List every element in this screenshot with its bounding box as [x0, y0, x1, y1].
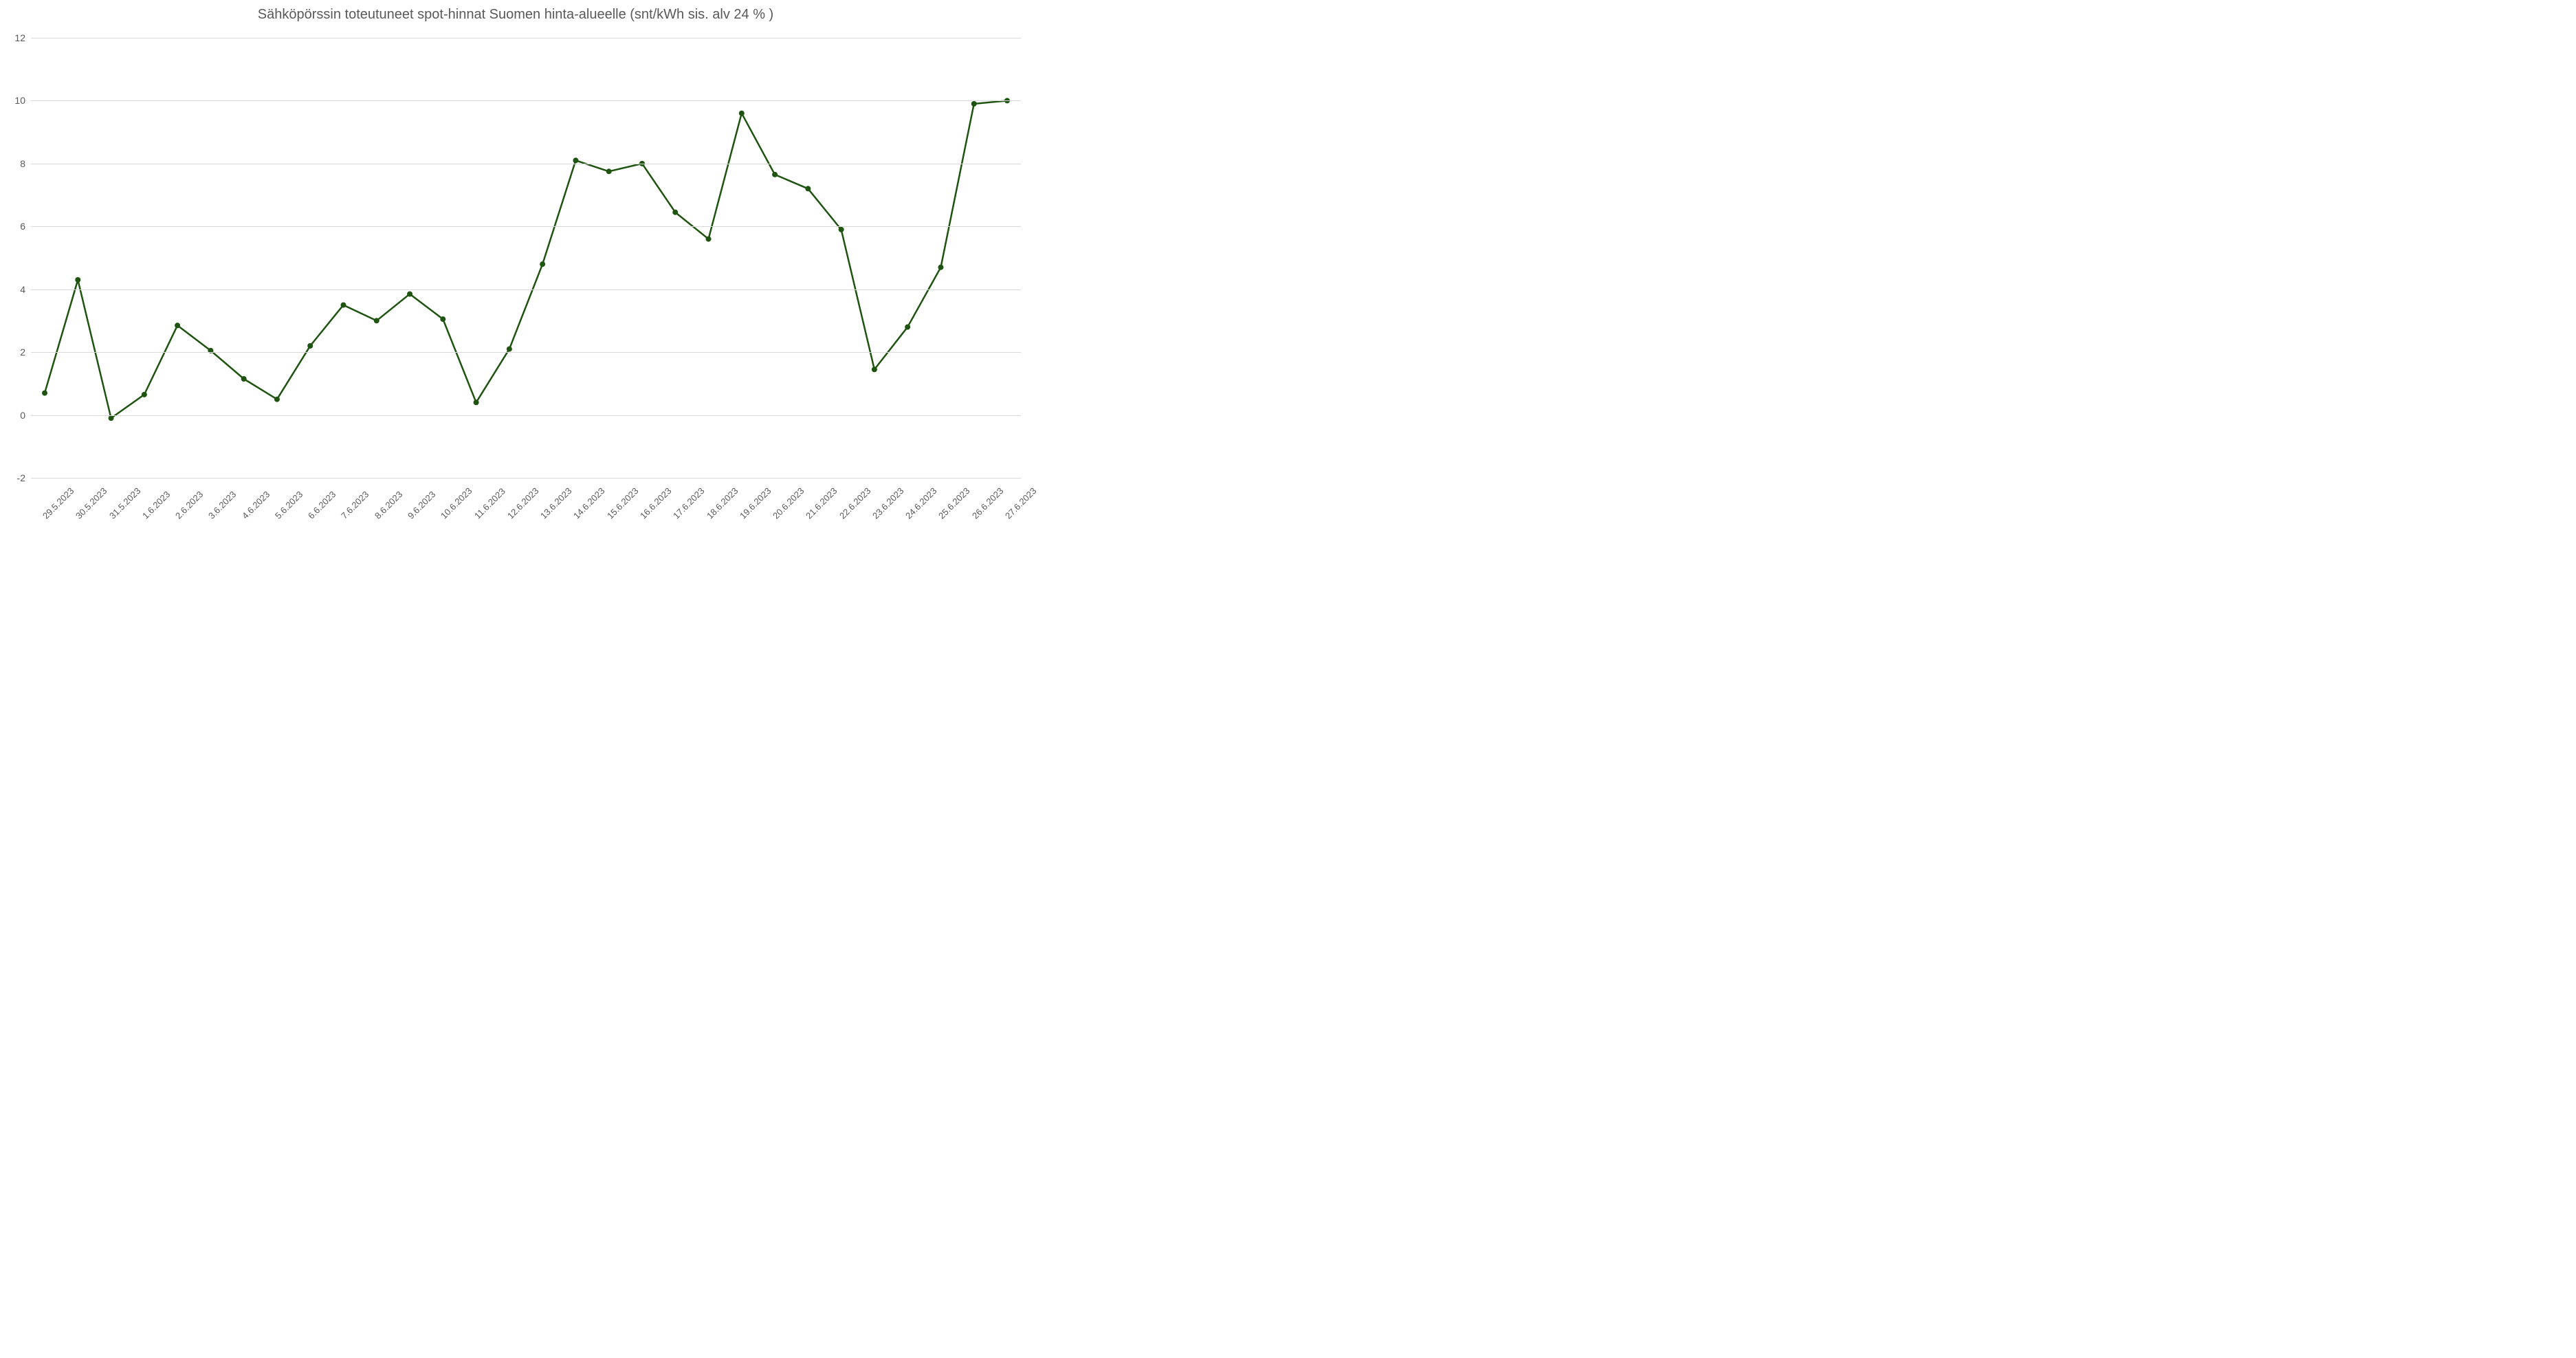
data-point	[905, 325, 910, 330]
gridline	[31, 226, 1021, 227]
gridline	[31, 100, 1021, 101]
x-tick-label: 8.6.2023	[373, 489, 404, 521]
chart-title: Sähköpörssin toteutuneet spot-hinnat Suo…	[0, 7, 1031, 23]
x-tick-label: 22.6.2023	[837, 485, 873, 521]
x-tick-label: 18.6.2023	[705, 485, 740, 521]
x-tick-label: 10.6.2023	[439, 485, 474, 521]
x-tick-label: 15.6.2023	[605, 485, 641, 521]
data-point	[440, 316, 445, 322]
data-point	[872, 366, 877, 372]
data-point	[142, 392, 147, 397]
x-tick-label: 9.6.2023	[406, 489, 437, 521]
y-tick-label: 10	[5, 95, 31, 106]
x-tick-label: 11.6.2023	[472, 486, 507, 521]
y-tick-label: 4	[5, 284, 31, 295]
data-point	[109, 415, 114, 421]
data-point	[407, 292, 412, 297]
x-tick-label: 25.6.2023	[936, 485, 972, 521]
gridline	[31, 415, 1021, 416]
x-tick-label: 5.6.2023	[273, 489, 305, 521]
data-point	[507, 347, 512, 352]
y-tick-label: 2	[5, 347, 31, 358]
data-point	[938, 265, 943, 270]
data-point	[42, 391, 47, 396]
data-point	[75, 277, 80, 283]
data-point	[474, 399, 479, 405]
data-point	[175, 322, 180, 328]
data-point	[805, 186, 811, 191]
x-tick-label: 19.6.2023	[738, 485, 773, 521]
x-tick-label: 14.6.2023	[571, 485, 607, 521]
x-tick-label: 30.5.2023	[74, 485, 109, 521]
y-tick-label: 8	[5, 158, 31, 169]
data-point	[739, 111, 745, 116]
data-point	[241, 376, 247, 382]
x-tick-label: 31.5.2023	[107, 485, 143, 521]
spot-price-chart: Sähköpörssin toteutuneet spot-hinnat Suo…	[0, 0, 1031, 543]
data-point	[374, 318, 379, 323]
x-tick-label: 24.6.2023	[903, 485, 939, 521]
data-point	[839, 227, 844, 232]
data-point	[573, 157, 578, 163]
data-point	[706, 237, 712, 242]
x-tick-label: 29.5.2023	[41, 485, 76, 521]
line-layer	[31, 38, 1021, 478]
plot-area: -202468101229.5.202330.5.202331.5.20231.…	[31, 38, 1021, 478]
gridline	[31, 478, 1021, 479]
data-point	[772, 172, 778, 177]
data-point	[307, 343, 313, 349]
x-tick-label: 2.6.2023	[173, 489, 205, 521]
x-tick-label: 26.6.2023	[970, 485, 1006, 521]
x-tick-label: 12.6.2023	[505, 485, 541, 521]
y-tick-label: -2	[5, 472, 31, 483]
y-tick-label: 6	[5, 221, 31, 232]
data-point	[672, 210, 678, 215]
x-tick-label: 3.6.2023	[206, 489, 238, 521]
x-tick-label: 17.6.2023	[671, 485, 707, 521]
x-tick-label: 21.6.2023	[804, 485, 839, 521]
x-tick-label: 13.6.2023	[538, 485, 574, 521]
data-point	[971, 101, 977, 107]
y-tick-label: 0	[5, 410, 31, 421]
gridline	[31, 289, 1021, 290]
gridline	[31, 352, 1021, 353]
x-tick-label: 7.6.2023	[339, 489, 371, 521]
data-point	[274, 397, 280, 402]
x-tick-label: 27.6.2023	[1003, 485, 1039, 521]
x-tick-label: 16.6.2023	[638, 485, 674, 521]
x-tick-label: 20.6.2023	[771, 485, 806, 521]
data-point	[540, 261, 545, 267]
gridline	[31, 38, 1021, 39]
x-tick-label: 23.6.2023	[870, 485, 906, 521]
y-tick-label: 12	[5, 32, 31, 43]
x-tick-label: 4.6.2023	[240, 489, 272, 521]
series-line	[45, 100, 1007, 418]
data-point	[606, 168, 612, 174]
data-point	[340, 303, 346, 308]
x-tick-label: 1.6.2023	[140, 489, 172, 521]
x-tick-label: 6.6.2023	[306, 489, 338, 521]
